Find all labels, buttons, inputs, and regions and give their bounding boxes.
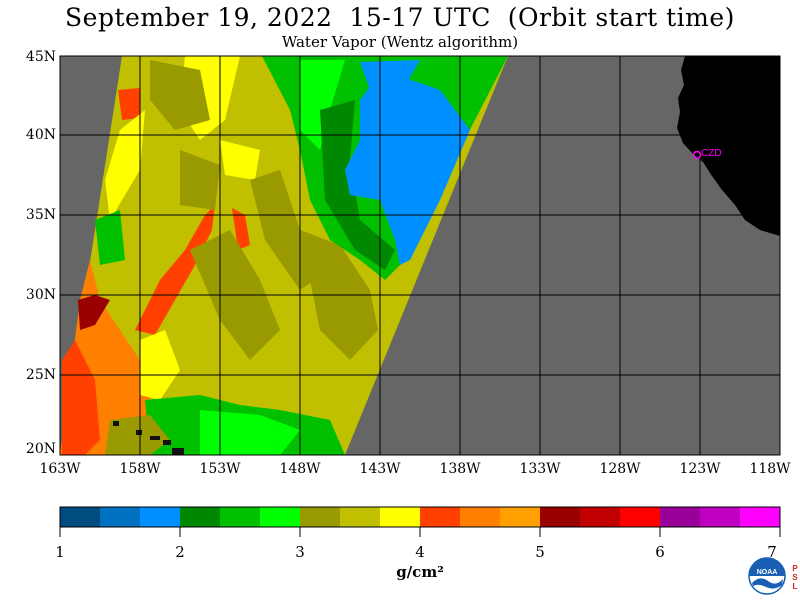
- colorbar: [60, 507, 781, 527]
- lon-label-123w: 123W: [679, 461, 721, 477]
- colorbar-swatch: [620, 507, 661, 527]
- colorbar-label-5: 5: [535, 543, 545, 561]
- lon-label-158w: 158W: [119, 461, 161, 477]
- swath-orange-patch: [62, 340, 100, 455]
- colorbar-label-3: 3: [295, 543, 305, 561]
- colorbar-swatch: [580, 507, 621, 527]
- lat-label-20n: 20N: [25, 441, 56, 457]
- lon-label-128w: 128W: [599, 461, 641, 477]
- colorbar-label-4: 4: [415, 543, 425, 561]
- swath-yellow-2: [140, 330, 180, 400]
- colorbar-label-7: 7: [767, 543, 777, 561]
- swath-yellow-4: [220, 140, 260, 180]
- colorbar-swatch: [220, 507, 261, 527]
- logo-org-text: NOAA: [757, 569, 778, 576]
- swath-green-light: [300, 60, 345, 150]
- swath-hot-band: [78, 295, 110, 330]
- colorbar-swatch: [500, 507, 541, 527]
- colorbar-label-2: 2: [175, 543, 185, 561]
- lon-label-133w: 133W: [519, 461, 561, 477]
- colorbar-swatch: [260, 507, 301, 527]
- swath-olive-1: [150, 60, 210, 130]
- swath-yellow-1: [105, 110, 145, 220]
- map-graticule: [60, 56, 780, 455]
- lon-label-153w: 153W: [199, 461, 241, 477]
- lat-label-40n: 40N: [25, 127, 56, 143]
- land-north-america: [677, 56, 780, 236]
- colorbar-swatch: [540, 507, 581, 527]
- lon-label-143w: 143W: [359, 461, 401, 477]
- swath-orange-mid: [232, 208, 250, 250]
- noaa-logo-icon: NOAA: [748, 557, 786, 595]
- station-label: CZD: [701, 148, 722, 159]
- colorbar-swatch: [700, 507, 741, 527]
- lon-label-148w: 148W: [279, 461, 321, 477]
- station-marker-icon: [692, 150, 702, 160]
- hawaii-islands-icon: [113, 421, 184, 455]
- lat-label-45n: 45N: [25, 49, 56, 65]
- map-subtitle: Water Vapor (Wentz algorithm): [281, 33, 519, 51]
- swath-blue-region: [345, 70, 470, 265]
- colorbar-swatch: [460, 507, 501, 527]
- swath-green-south-light: [200, 410, 300, 455]
- colorbar-swatch: [340, 507, 381, 527]
- colorbar-swatch: [300, 507, 341, 527]
- colorbar-unit: g/cm²: [396, 563, 444, 581]
- lat-label-35n: 35N: [25, 207, 56, 223]
- colorbar-swatch: [380, 507, 421, 527]
- lon-label-163w: 163W: [39, 461, 81, 477]
- lon-label-118w: 118W: [749, 461, 791, 477]
- colorbar-swatch: [660, 507, 701, 527]
- swath-blue-top: [360, 60, 420, 95]
- colorbar-swatch: [140, 507, 181, 527]
- swath-olive-5: [180, 150, 220, 210]
- colorbar-swatch: [180, 507, 221, 527]
- page-title: September 19, 2022 15-17 UTC (Orbit star…: [65, 3, 735, 32]
- lon-label-138w: 138W: [439, 461, 481, 477]
- map-frame: [59, 55, 781, 456]
- colorbar-label-1: 1: [55, 543, 65, 561]
- swath-green-west: [95, 210, 125, 265]
- colorbar-swatch: [740, 507, 781, 527]
- colorbar-ticks: [59, 527, 781, 537]
- swath-red-top: [118, 88, 140, 120]
- lat-label-30n: 30N: [25, 287, 56, 303]
- colorbar-swatch: [420, 507, 461, 527]
- colorbar-label-6: 6: [655, 543, 665, 561]
- colorbar-swatch: [100, 507, 141, 527]
- swath-green-dark: [320, 100, 395, 270]
- colorbar-swatch: [60, 507, 101, 527]
- swath-red-streak: [135, 205, 215, 335]
- lat-label-25n: 25N: [25, 367, 56, 383]
